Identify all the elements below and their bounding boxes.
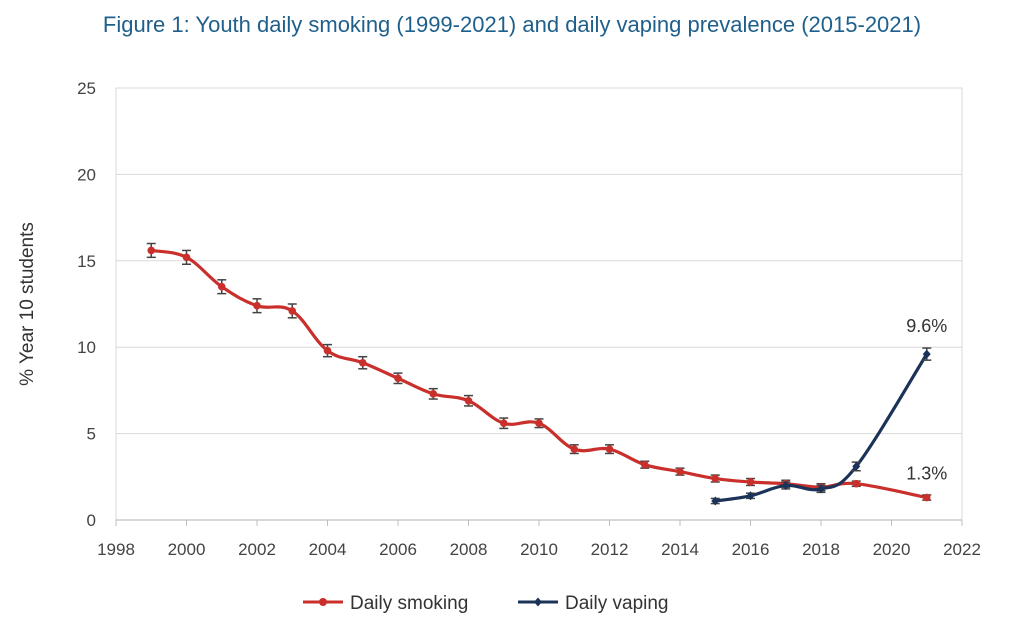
x-tick-label: 2002 [238, 540, 276, 559]
series-layer [146, 242, 932, 506]
x-tick-label: 2012 [591, 540, 629, 559]
daily-smoking-point [922, 493, 931, 502]
legend-label-daily-vaping: Daily vaping [565, 593, 669, 614]
legend-label-daily-smoking: Daily smoking [350, 593, 468, 614]
daily-vaping-point [922, 349, 931, 359]
legend-item-daily-vaping: Daily vaping [518, 593, 669, 614]
x-tick-label: 2004 [309, 540, 347, 559]
y-axis-title: % Year 10 students [17, 222, 38, 386]
x-tick-label: 2008 [450, 540, 488, 559]
y-tick-label: 25 [77, 79, 96, 98]
daily-smoking-point [746, 478, 755, 486]
daily-smoking-point [217, 282, 226, 291]
daily-vaping-point [817, 484, 825, 494]
daily-smoking-point [358, 358, 367, 367]
x-tick-label: 2018 [802, 540, 840, 559]
daily-vaping-point [746, 491, 755, 501]
daily-smoking-point [676, 467, 684, 476]
daily-smoking-point [711, 474, 720, 483]
daily-smoking-point [394, 374, 402, 383]
daily-smoking-point [605, 445, 614, 453]
legend-marker-daily-smoking [319, 598, 327, 606]
legend-marker-daily-vaping [534, 597, 542, 607]
daily-smoking-point [429, 390, 438, 398]
daily-smoking-point [288, 307, 297, 315]
x-tick-label: 2006 [379, 540, 417, 559]
y-tick-label: 20 [77, 165, 96, 184]
y-tick-label: 10 [77, 338, 96, 357]
daily-smoking-point [323, 346, 332, 355]
labels-layer: 9.6% 1.3% [906, 316, 947, 483]
daily-smoking-point [570, 445, 579, 453]
data-label: 9.6% [906, 316, 947, 336]
daily-vaping-point [852, 461, 861, 471]
daily-smoking-point [147, 246, 156, 255]
gridlines [115, 87, 963, 521]
x-tick-label: 2014 [661, 540, 699, 559]
daily-smoking-point [640, 460, 649, 469]
daily-smoking-point [499, 419, 508, 428]
x-tick-label: 1998 [97, 540, 135, 559]
daily-smoking-point [182, 253, 191, 262]
daily-vaping-point [711, 496, 720, 506]
daily-smoking-line [149, 248, 929, 500]
plot-area [115, 87, 963, 521]
daily-smoking-point [253, 301, 261, 310]
legend: Daily smoking Daily vaping [303, 593, 669, 614]
y-tick-label: 15 [77, 252, 96, 271]
daily-smoking-point [535, 419, 543, 428]
chart-title: Figure 1: Youth daily smoking (1999-2021… [102, 12, 922, 37]
daily-smoking-point [852, 479, 861, 488]
daily-vaping-point [781, 480, 790, 490]
axes: 0 5 10 15 20 25 1998 2000 2002 2004 2006 2008 2010 20… [17, 79, 981, 559]
legend-item-daily-smoking: Daily smoking [303, 593, 468, 614]
y-tick-label: 5 [87, 425, 96, 444]
data-label: 1.3% [906, 464, 947, 484]
x-tick-label: 2010 [520, 540, 558, 559]
x-tick-label: 2016 [732, 540, 770, 559]
daily-smoking-point [464, 396, 473, 405]
y-tick-label: 0 [87, 511, 96, 530]
x-tick-label: 2022 [943, 540, 981, 559]
x-tick-label: 2000 [168, 540, 206, 559]
x-tick-label: 2020 [873, 540, 911, 559]
